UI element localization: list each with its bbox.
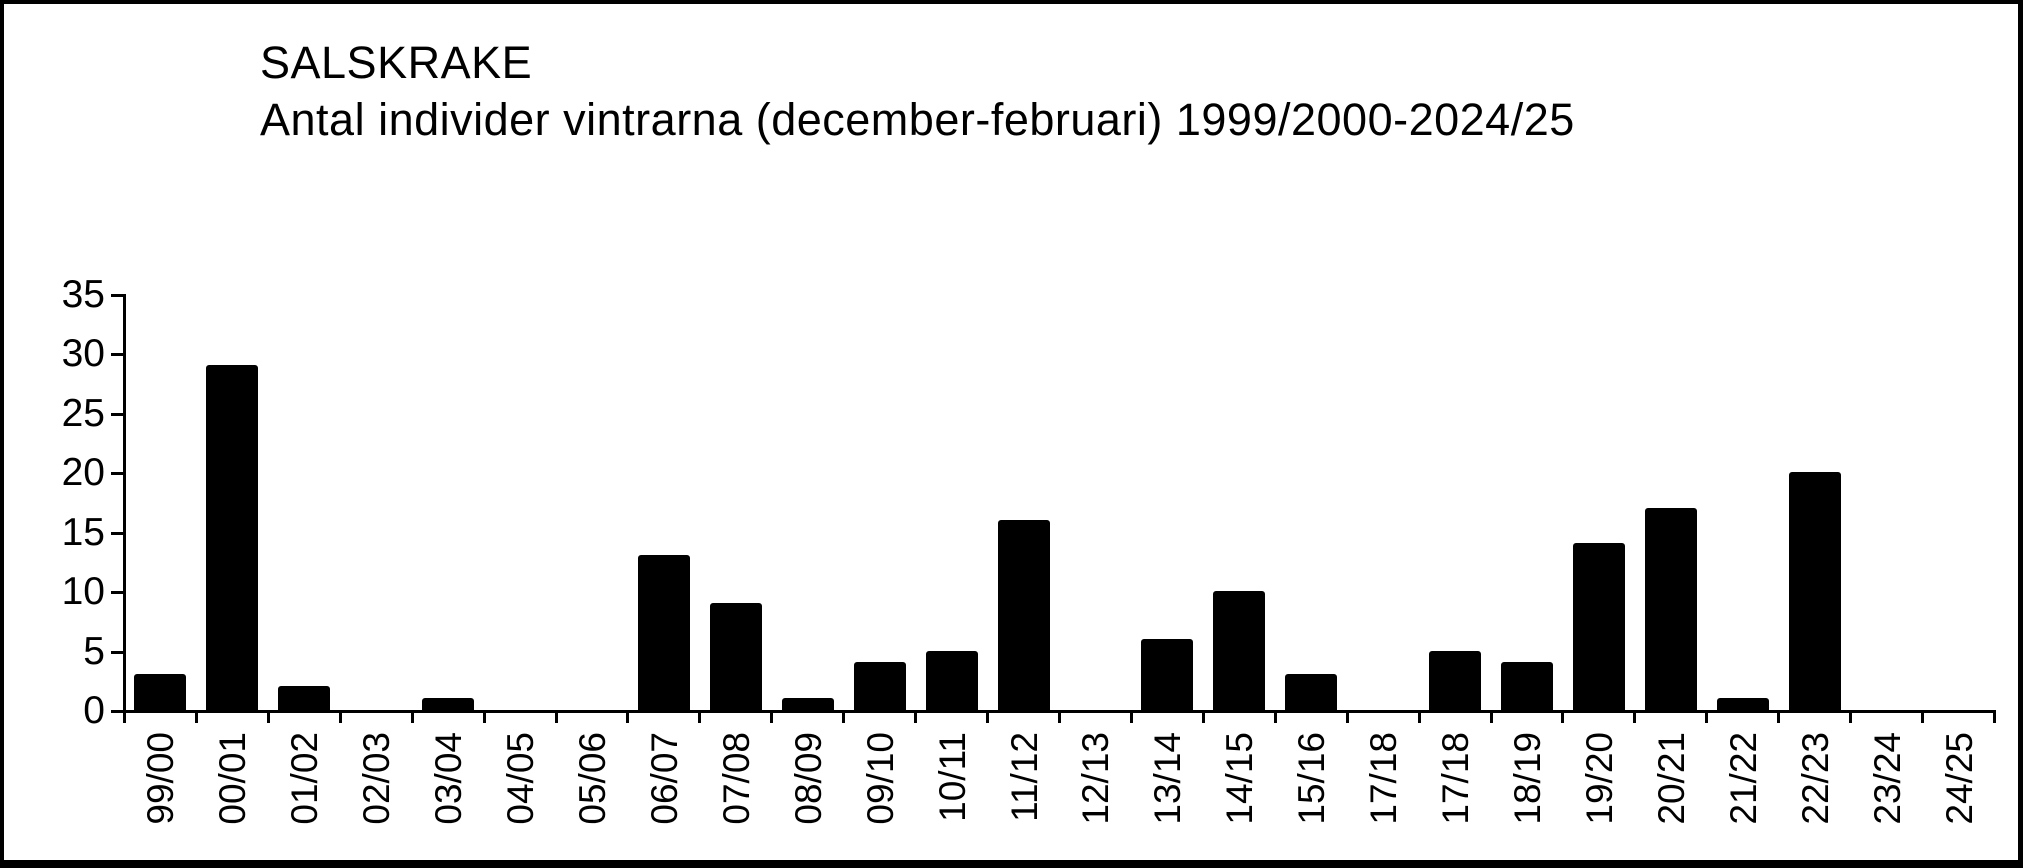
bar [1213,591,1266,710]
x-axis-label: 01/02 [284,732,326,825]
bar [1788,472,1841,710]
x-tick [554,710,558,723]
x-axis-label: 03/04 [428,732,470,825]
bar [206,364,259,710]
bar [422,698,475,710]
y-tick [111,472,123,475]
x-tick [626,710,630,723]
bar [925,650,978,710]
y-tick-label: 20 [61,451,105,494]
x-axis-label: 11/12 [1003,732,1045,822]
x-axis-label: 06/07 [643,732,685,825]
bar [853,662,906,710]
x-tick [1273,710,1277,723]
bar [1501,662,1553,710]
x-axis-label: 02/03 [356,732,398,825]
y-tick-label: 25 [61,391,105,435]
x-tick [842,710,846,723]
y-tick-label: 0 [83,689,105,732]
x-axis-label: 22/23 [1794,732,1836,825]
x-axis-label: 08/09 [787,732,829,825]
x-axis-label: 14/15 [1219,732,1261,825]
y-tick [111,531,123,535]
x-tick [1849,710,1853,723]
bar [1644,507,1697,710]
x-axis-label: 99/00 [140,732,182,825]
x-tick [986,710,990,723]
bar [1141,638,1194,710]
y-tick-label: 30 [61,332,105,375]
x-axis-label: 04/05 [500,732,542,825]
x-axis-label: 21/22 [1722,732,1764,825]
y-tick [111,293,123,297]
bar [709,602,762,710]
y-tick-label: 10 [61,570,105,613]
x-tick [914,710,918,723]
x-tick [266,710,270,723]
x-tick [698,710,702,723]
x-tick [410,710,414,723]
bar [1716,698,1769,710]
y-tick [111,650,123,654]
x-axis-label: 13/14 [1147,732,1189,825]
x-axis-label: 17/18 [1435,732,1477,825]
x-axis-label: 19/20 [1578,732,1620,825]
y-tick-label: 5 [83,629,105,673]
bar [1285,674,1338,710]
chart-canvas: SALSKRAKE Antal individer vintrarna (dec… [4,4,2018,860]
x-axis-label: 05/06 [572,732,613,825]
x-axis-label: 09/10 [859,732,901,825]
x-tick [1345,710,1349,723]
title-block: SALSKRAKE Antal individer vintrarna (dec… [260,34,1575,148]
x-tick [1921,710,1925,723]
chart-title: SALSKRAKE [260,37,533,88]
x-axis-label: 23/24 [1866,732,1908,825]
y-tick [111,412,123,416]
y-tick [111,710,123,713]
x-tick [1993,710,1996,723]
x-tick [1561,710,1565,723]
bar [997,519,1050,710]
x-tick [1417,710,1421,723]
x-axis-label: 15/16 [1291,732,1333,825]
bar [278,686,331,710]
y-tick-label: 15 [61,510,105,554]
x-tick [194,710,198,723]
x-tick [338,710,342,723]
x-axis-label: 24/25 [1938,732,1980,825]
x-axis-label: 12/13 [1075,732,1117,825]
x-tick [1058,710,1061,723]
x-axis-label: 20/21 [1650,732,1692,825]
x-tick [1129,710,1133,723]
x-tick [1633,710,1637,723]
x-tick [770,710,774,723]
x-axis-label: 07/08 [715,732,757,825]
x-axis-label: 00/01 [212,732,254,825]
y-axis-line [123,293,126,713]
x-tick [1489,710,1493,723]
chart-subtitle: Antal individer vintrarna (december-febr… [260,94,1575,145]
x-tick [1705,710,1709,723]
y-tick [111,591,123,594]
bar [781,698,834,710]
bar [1429,650,1482,710]
bar [134,674,187,710]
bar [1572,543,1625,710]
x-tick [123,710,126,723]
x-axis-label: 18/19 [1507,732,1548,825]
x-tick [1201,710,1205,723]
x-axis-label: 10/11 [931,732,973,822]
x-tick [482,710,486,723]
y-tick-label: 35 [61,272,105,316]
bar [637,555,690,710]
x-axis-label: 17/18 [1363,732,1405,825]
y-tick [111,353,123,356]
x-tick [1777,710,1781,723]
